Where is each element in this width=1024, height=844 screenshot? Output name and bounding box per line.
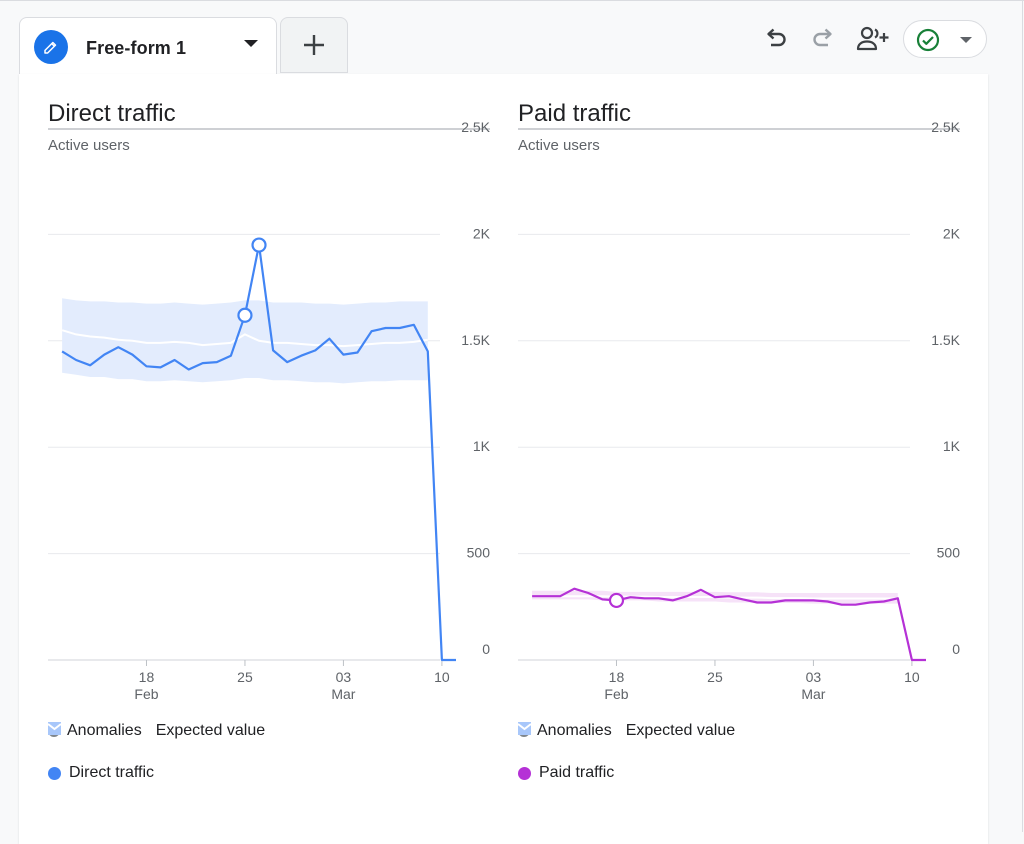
status-dropdown[interactable]: [903, 20, 987, 58]
legend-expected-value[interactable]: Expected value: [47, 722, 265, 740]
expected-band-icon: [47, 722, 62, 735]
series-line: [532, 587, 926, 662]
chart-title: Direct traffic: [48, 100, 176, 127]
legend-direct-traffic[interactable]: Direct traffic: [48, 764, 154, 782]
expected-value-line: [61, 329, 428, 348]
series-dot-icon: [518, 766, 531, 780]
plus-icon: [304, 35, 324, 55]
expected-value-band: [62, 298, 428, 384]
top-border: [0, 0, 1024, 1]
tab-free-form-1[interactable]: Free-form 1: [19, 17, 277, 75]
y-tick-label: 2.5K: [931, 119, 960, 135]
y-tick-label: 1.5K: [461, 332, 490, 348]
y-tick-label: 2.5K: [461, 119, 490, 135]
x-tick-label: 25: [707, 669, 723, 685]
series-dot-icon: [48, 766, 61, 780]
series-legend: Paid traffic: [518, 764, 628, 782]
redo-icon: [813, 28, 832, 47]
anomaly-marker[interactable]: [237, 307, 253, 323]
x-tick-label: 25: [237, 669, 253, 685]
legend-expected-value[interactable]: Expected value: [517, 722, 735, 740]
x-tick-label: 03: [336, 669, 352, 685]
chart-paid-traffic[interactable]: Paid traffic Active users 0 500 1K 1.5K 2K 2.…: [517, 74, 968, 814]
legend-anomalies[interactable]: Anomalies: [518, 722, 612, 740]
y-tick-label: 0: [482, 641, 490, 657]
x-tick-sublabel: Feb: [134, 686, 158, 702]
anomaly-marker[interactable]: [608, 592, 625, 609]
y-tick-label: 1.5K: [931, 332, 960, 348]
tab-title: Free-form 1: [86, 38, 187, 58]
x-tick-label: 10: [904, 669, 920, 685]
x-tick-sublabel: Mar: [331, 686, 355, 702]
report-card: Direct traffic Active users 0 500 1K 1.5K 2K…: [19, 74, 988, 844]
y-tick-label: 500: [937, 545, 961, 561]
anomaly-marker[interactable]: [251, 237, 267, 253]
share-person-icon: [856, 26, 889, 51]
series-legend: Direct traffic: [48, 764, 168, 782]
chart-legend: Anomalies Expected value: [47, 722, 279, 740]
share-button[interactable]: [855, 24, 891, 54]
chart-direct-traffic[interactable]: Direct traffic Active users 0 500 1K 1.5K 2K…: [47, 74, 498, 814]
y-tick-label: 2K: [943, 225, 961, 241]
chart-subtitle: Active users: [518, 137, 600, 154]
undo-button[interactable]: [760, 24, 790, 54]
y-tick-label: 0: [952, 641, 960, 657]
x-tick-sublabel: Mar: [801, 686, 825, 702]
x-tick-label: 10: [434, 669, 450, 685]
y-tick-label: 2K: [473, 225, 491, 241]
expected-band-icon: [517, 722, 532, 735]
x-tick-label: 18: [609, 669, 625, 685]
redo-button[interactable]: [809, 24, 839, 54]
x-tick-label: 03: [806, 669, 822, 685]
right-border: [1022, 0, 1023, 832]
y-tick-label: 1K: [943, 438, 961, 454]
y-tick-label: 1K: [473, 438, 491, 454]
legend-anomalies[interactable]: Anomalies: [48, 722, 142, 740]
chart-legend: Anomalies Expected value: [517, 722, 749, 740]
y-tick-label: 500: [467, 545, 491, 561]
chevron-down-icon: [960, 37, 972, 43]
x-tick-label: 18: [139, 669, 155, 685]
legend-paid-traffic[interactable]: Paid traffic: [518, 764, 614, 782]
tab-dropdown-caret[interactable]: [244, 40, 258, 47]
add-tab-button[interactable]: [280, 17, 348, 73]
pencil-icon[interactable]: [34, 30, 68, 64]
check-circle-icon: [916, 28, 940, 52]
chart-subtitle: Active users: [48, 137, 130, 154]
x-tick-sublabel: Feb: [604, 686, 628, 702]
chart-title: Paid traffic: [518, 100, 631, 127]
undo-icon: [767, 28, 786, 47]
